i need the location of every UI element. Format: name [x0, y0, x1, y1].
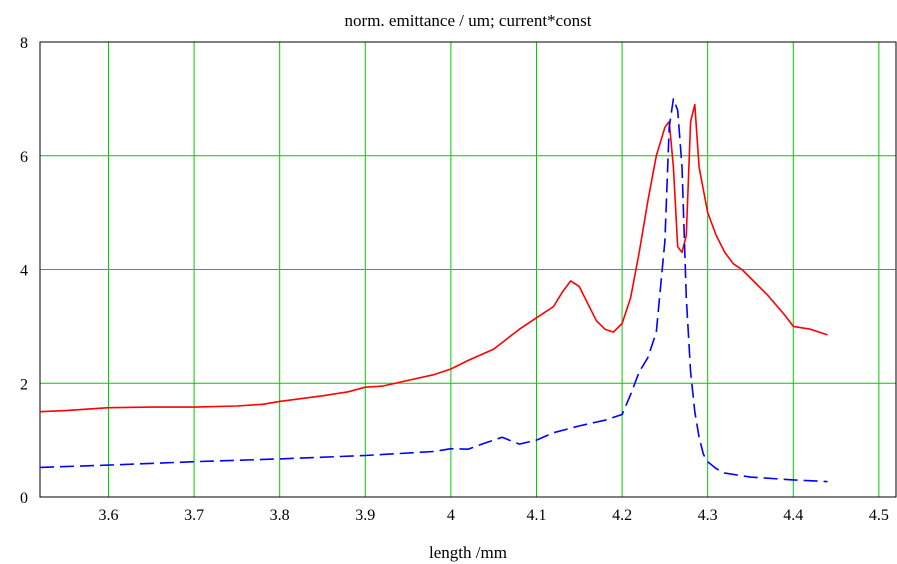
y-tick-labels: 0 2 4 6 8 — [20, 35, 28, 507]
x-tick-label: 4.4 — [783, 507, 803, 524]
emittance-series-line — [39, 103, 828, 413]
x-tick-label: 4.5 — [869, 507, 889, 524]
x-tick-labels: 3.6 3.7 3.8 3.9 4 4.1 4.2 4.3 4.4 4.5 — [98, 507, 888, 524]
plot-frame — [39, 41, 897, 498]
chart-title: norm. emittance / um; current*const — [345, 11, 592, 30]
x-tick-label: 3.9 — [355, 507, 375, 524]
x-tick-label: 3.7 — [184, 507, 204, 524]
x-tick-label: 4.2 — [612, 507, 632, 524]
x-tick-label: 3.6 — [98, 507, 118, 524]
x-axis-label: length /mm — [429, 543, 507, 562]
y-tick-label: 8 — [20, 35, 28, 52]
x-tick-label: 3.8 — [270, 507, 290, 524]
x-tick-label: 4.3 — [698, 507, 718, 524]
y-tick-label: 2 — [20, 376, 28, 393]
y-tick-label: 4 — [20, 263, 28, 280]
y-tick-label: 0 — [20, 490, 28, 507]
x-tick-label: 4.1 — [526, 507, 546, 524]
grid — [40, 42, 896, 497]
series-group — [39, 98, 828, 483]
x-tick-label: 4 — [447, 507, 455, 524]
current-series-line — [39, 98, 828, 483]
y-tick-label: 6 — [20, 149, 28, 166]
